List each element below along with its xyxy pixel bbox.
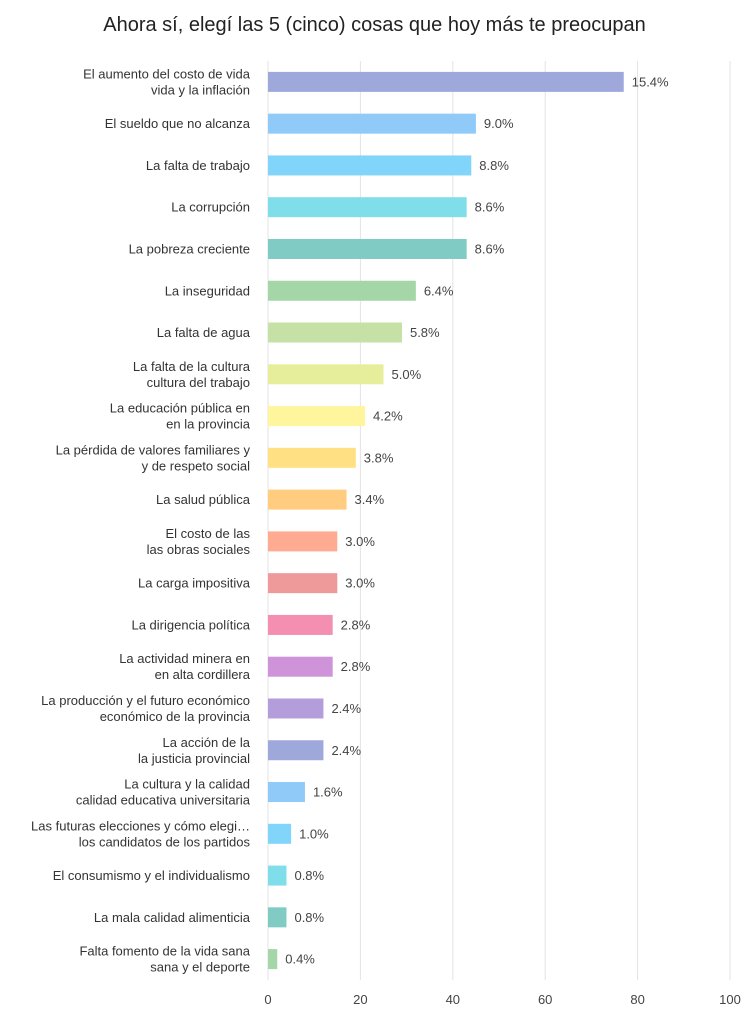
bar bbox=[268, 949, 278, 970]
bars bbox=[268, 71, 624, 970]
category-label: La educación pública en bbox=[110, 401, 250, 416]
bar bbox=[268, 740, 324, 761]
value-label: 0.4% bbox=[285, 952, 315, 967]
bar bbox=[268, 907, 287, 928]
category-label: El consumismo y el individualismo bbox=[53, 868, 250, 883]
value-labels: 15.4% 9.0% 8.8% 8.6% 8.6% 6.4% 5.8% 5.0% 4.2% 3.8… bbox=[285, 74, 669, 966]
category-label: La cultura y la calidad bbox=[124, 777, 250, 792]
value-label: 1.6% bbox=[313, 785, 343, 800]
value-label: 2.4% bbox=[331, 743, 361, 758]
bar bbox=[268, 823, 292, 844]
value-label: 15.4% bbox=[632, 74, 669, 89]
value-label: 1.0% bbox=[299, 826, 329, 841]
bar bbox=[268, 447, 356, 468]
category-label: La salud pública bbox=[156, 492, 251, 507]
value-label: 0.8% bbox=[294, 910, 324, 925]
value-label: 5.0% bbox=[392, 367, 422, 382]
value-label: 8.6% bbox=[475, 200, 505, 215]
bar bbox=[268, 531, 338, 552]
value-label: 3.4% bbox=[355, 492, 385, 507]
category-label: sana y el deporte bbox=[150, 960, 250, 975]
value-label: 3.0% bbox=[345, 534, 375, 549]
category-label: El aumento del costo de vida bbox=[83, 66, 251, 81]
x-tick-label: 100 bbox=[719, 992, 741, 1007]
category-label: La producción y el futuro económico bbox=[41, 693, 250, 708]
value-label: 9.0% bbox=[484, 116, 514, 131]
category-label: La actividad minera en bbox=[119, 651, 250, 666]
bar bbox=[268, 197, 467, 218]
bar bbox=[268, 656, 333, 677]
value-label: 8.8% bbox=[479, 158, 509, 173]
bar bbox=[268, 698, 324, 719]
category-label: en la provincia bbox=[166, 417, 251, 432]
category-label: La falta de agua bbox=[157, 325, 251, 340]
value-label: 2.8% bbox=[341, 659, 371, 674]
x-tick-label: 20 bbox=[353, 992, 367, 1007]
category-label: La pérdida de valores familiares y bbox=[56, 442, 251, 457]
value-label: 3.8% bbox=[364, 450, 394, 465]
category-label: y de respeto social bbox=[142, 458, 251, 473]
bar bbox=[268, 280, 416, 301]
bar bbox=[268, 113, 476, 134]
category-label: El sueldo que no alcanza bbox=[105, 116, 251, 131]
category-label: la justicia provincial bbox=[138, 751, 250, 766]
bar bbox=[268, 406, 366, 427]
category-label: La inseguridad bbox=[165, 283, 250, 298]
category-label: La corrupción bbox=[171, 200, 250, 215]
category-label: La carga impositiva bbox=[138, 576, 251, 591]
value-label: 3.0% bbox=[345, 576, 375, 591]
x-tick-label: 40 bbox=[446, 992, 460, 1007]
bar bbox=[268, 322, 402, 343]
value-label: 5.8% bbox=[410, 325, 440, 340]
value-label: 2.8% bbox=[341, 617, 371, 632]
category-label: Falta fomento de la vida sana bbox=[79, 944, 250, 959]
bar bbox=[268, 155, 472, 176]
category-label: La dirigencia política bbox=[131, 617, 250, 632]
bar bbox=[268, 573, 338, 594]
chart-title: Ahora sí, elegí las 5 (cinco) cosas que … bbox=[103, 14, 646, 36]
category-label: cultura del trabajo bbox=[147, 375, 250, 390]
x-tick-label: 80 bbox=[630, 992, 644, 1007]
bar bbox=[268, 238, 467, 259]
value-label: 4.2% bbox=[373, 409, 403, 424]
category-label: en alta cordillera bbox=[155, 667, 251, 682]
category-label: La acción de la bbox=[163, 735, 251, 750]
category-label: los candidatos de los partidos bbox=[79, 834, 251, 849]
bar bbox=[268, 782, 305, 803]
value-label: 2.4% bbox=[331, 701, 361, 716]
bar bbox=[268, 71, 624, 92]
bar bbox=[268, 489, 347, 510]
category-label: El costo de las bbox=[165, 526, 250, 541]
value-label: 8.6% bbox=[475, 241, 505, 256]
x-axis-ticks: 0 20 40 60 80 100 bbox=[264, 992, 740, 1007]
category-label: económico de la provincia bbox=[100, 709, 251, 724]
category-label: La falta de la cultura bbox=[133, 359, 251, 374]
category-label: Las futuras elecciones y cómo elegi… bbox=[31, 818, 250, 833]
category-label: La falta de trabajo bbox=[146, 158, 250, 173]
value-label: 0.8% bbox=[294, 868, 324, 883]
category-label: La mala calidad alimenticia bbox=[94, 910, 251, 925]
bar bbox=[268, 614, 333, 635]
x-tick-label: 60 bbox=[538, 992, 552, 1007]
category-label: las obras sociales bbox=[147, 542, 251, 557]
category-label: vida y la inflación bbox=[151, 82, 250, 97]
category-label: La pobreza creciente bbox=[129, 241, 250, 256]
category-label: calidad educativa universitaria bbox=[76, 793, 251, 808]
bar bbox=[268, 865, 287, 886]
bar bbox=[268, 364, 384, 385]
x-tick-label: 0 bbox=[264, 992, 271, 1007]
value-label: 6.4% bbox=[424, 283, 454, 298]
